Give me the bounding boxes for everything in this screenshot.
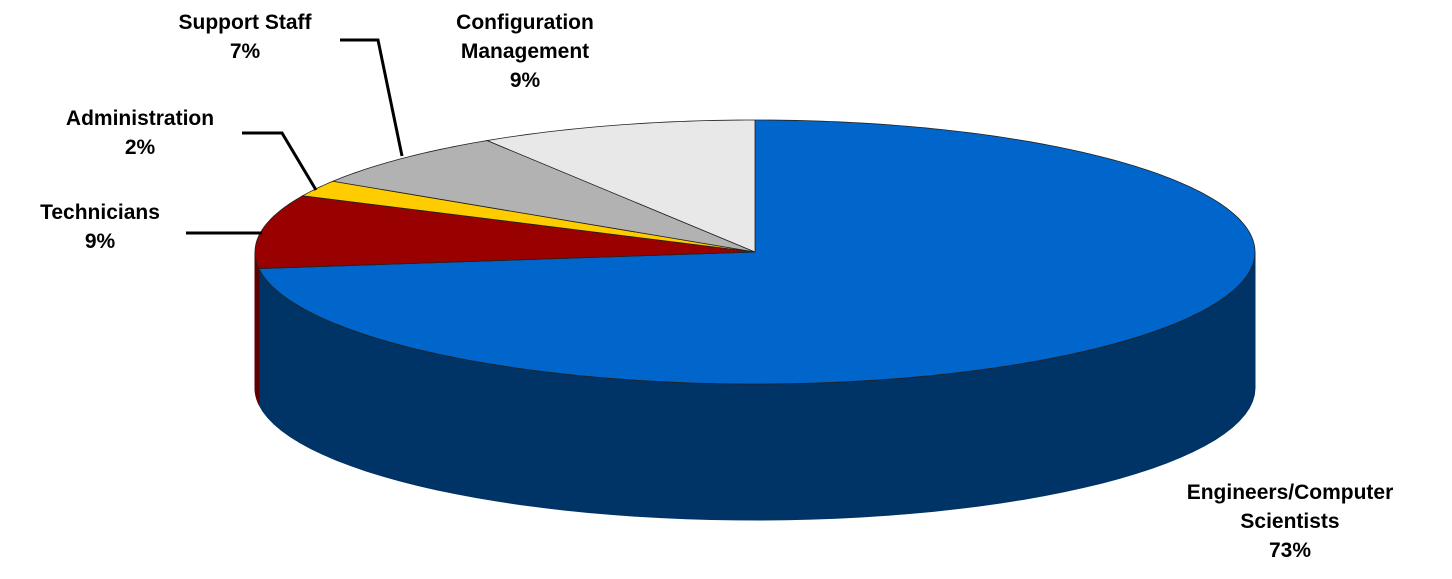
slice-label: Engineers/Computer Scientists 73% <box>1187 478 1394 565</box>
value-label: 73% <box>1187 536 1394 565</box>
slice-label: Technicians 9% <box>40 198 160 256</box>
category-label: Support Staff <box>179 8 312 37</box>
value-label: 7% <box>179 37 312 66</box>
value-label: 9% <box>40 227 160 256</box>
category-label: Technicians <box>40 198 160 227</box>
value-label: 2% <box>66 133 214 162</box>
category-label: Engineers/Computer Scientists <box>1187 478 1394 536</box>
pie <box>255 120 1255 520</box>
pie-side <box>255 252 259 405</box>
value-label: 9% <box>456 66 594 95</box>
leader-line <box>340 40 402 156</box>
chart: Engineers/Computer Scientists 73% Techni… <box>0 0 1452 579</box>
slice-label: Support Staff 7% <box>179 8 312 66</box>
slice-label: Administration 2% <box>66 104 214 162</box>
leader-line <box>242 133 316 190</box>
slice-label: Configuration Management 9% <box>456 8 594 95</box>
category-label: Administration <box>66 104 214 133</box>
category-label: Configuration Management <box>456 8 594 66</box>
